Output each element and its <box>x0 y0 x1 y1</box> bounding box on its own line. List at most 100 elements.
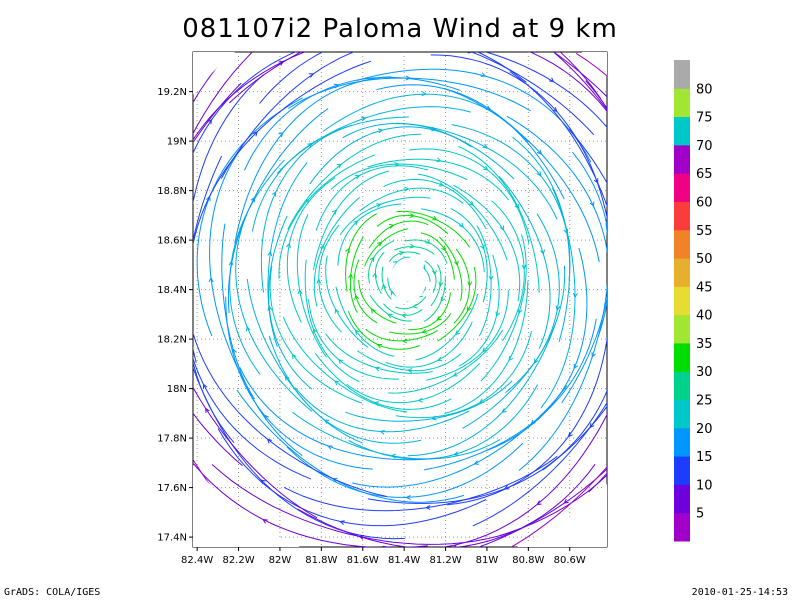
streamline-arrow <box>354 175 361 180</box>
streamline-arrow <box>421 91 427 97</box>
streamline-arrow <box>452 544 457 547</box>
streamlines <box>117 0 650 547</box>
streamline-arrow <box>291 353 297 359</box>
streamline <box>193 458 236 514</box>
colorbar-label: 65 <box>696 167 713 182</box>
streamline <box>499 474 607 537</box>
streamline-arrow <box>339 520 345 525</box>
streamline-arrow <box>431 415 437 421</box>
streamline-arrow <box>286 242 291 249</box>
streamline-arrow <box>361 116 367 122</box>
footer-credit: GrADS: COLA/IGES <box>4 587 101 598</box>
colorbar-block <box>674 144 690 174</box>
streamline-arrow <box>417 397 423 403</box>
map-title: 081107i2 Paloma Wind at 9 km <box>182 14 618 44</box>
streamline-arrow <box>207 118 213 125</box>
streamline-arrow <box>536 149 543 155</box>
streamline-arrow <box>482 347 488 353</box>
streamline-arrow <box>503 484 510 490</box>
streamline-arrow <box>390 453 396 459</box>
y-tick-label: 19.2N <box>157 87 187 98</box>
streamline-arrow <box>521 264 527 270</box>
colorbar-label: 25 <box>696 394 713 409</box>
streamline-arrow <box>438 281 444 287</box>
streamline-arrow <box>374 366 381 372</box>
streamline-arrow <box>405 75 412 81</box>
streamline-arrow <box>117 247 121 251</box>
streamline-arrow <box>232 348 237 354</box>
streamline <box>193 82 242 144</box>
streamline-arrow <box>237 41 241 45</box>
streamline-arrow <box>262 519 268 524</box>
streamline-arrow <box>334 380 340 386</box>
colorbar-label: 55 <box>696 224 713 239</box>
streamline-arrow <box>544 44 549 48</box>
y-tick-label: 19N <box>167 137 187 148</box>
colorbar-label: 45 <box>696 280 713 295</box>
streamline <box>297 463 596 547</box>
grid-lines <box>193 52 607 547</box>
streamline-arrow <box>188 135 192 140</box>
colorbar-block <box>674 173 690 202</box>
colorbar-block <box>674 342 690 372</box>
streamline-arrow <box>468 200 474 206</box>
colorbar-block <box>674 116 690 146</box>
y-tick-label: 17.6N <box>157 483 187 494</box>
streamline-arrow <box>480 72 487 77</box>
streamline-arrow <box>608 278 612 282</box>
x-tick-label: 82W <box>269 555 292 566</box>
streamline-arrow <box>151 327 155 331</box>
colorbar-block <box>674 258 690 287</box>
streamline-arrow <box>252 131 258 137</box>
streamline-arrow <box>508 355 514 362</box>
streamline-arrow <box>436 157 442 163</box>
y-tick-label: 18.8N <box>157 186 187 197</box>
streamline-arrow <box>376 203 382 208</box>
colorbar-block <box>674 314 690 344</box>
streamline-arrow <box>540 249 546 255</box>
colorbar-label: 30 <box>696 365 713 380</box>
streamline-arrow <box>348 272 353 279</box>
streamline-arrow <box>398 250 405 256</box>
streamline-arrow <box>573 363 579 370</box>
streamline-arrow <box>646 231 650 235</box>
streamline-arrow <box>411 303 418 309</box>
streamline-arrow <box>387 313 393 319</box>
colorbar-label: 50 <box>696 252 713 267</box>
streamline-arrow <box>334 308 340 314</box>
y-tick-label: 18.4N <box>157 285 187 296</box>
storm-eye <box>390 257 427 302</box>
streamline-arrow <box>245 325 251 332</box>
streamline-arrow <box>358 534 365 540</box>
streamline-arrow <box>501 408 507 413</box>
streamline-arrow <box>457 0 461 3</box>
streamline-arrow <box>337 358 344 364</box>
streamline-arrow <box>376 344 383 349</box>
y-tick-label: 17.4N <box>157 533 187 544</box>
streamline-arrow <box>488 275 494 281</box>
colorbar-label: 60 <box>696 195 713 210</box>
streamline-arrow <box>353 220 359 226</box>
streamline-arrow <box>188 212 192 217</box>
x-tick-label: 80.6W <box>554 555 586 566</box>
colorbar-block <box>674 60 690 89</box>
streamline-arrow <box>394 162 400 167</box>
streamline-arrow <box>431 269 437 276</box>
streamline-arrow <box>379 429 385 435</box>
streamline-arrow <box>473 460 479 465</box>
colorbar-label: 35 <box>696 337 713 352</box>
streamline-arrow <box>369 256 375 262</box>
streamline-arrow <box>636 347 640 351</box>
streamline <box>568 128 607 412</box>
streamline-arrow <box>438 181 445 187</box>
streamline-arrow <box>409 243 416 249</box>
streamline-arrow <box>480 244 485 251</box>
streamline-arrow <box>205 407 210 413</box>
streamline-arrow <box>536 171 542 177</box>
streamline <box>510 466 607 547</box>
streamline-arrow <box>634 256 638 260</box>
streamline-arrow <box>336 163 343 169</box>
streamline-arrow <box>203 383 208 389</box>
streamline-arrow <box>308 73 315 78</box>
streamline <box>119 68 193 427</box>
